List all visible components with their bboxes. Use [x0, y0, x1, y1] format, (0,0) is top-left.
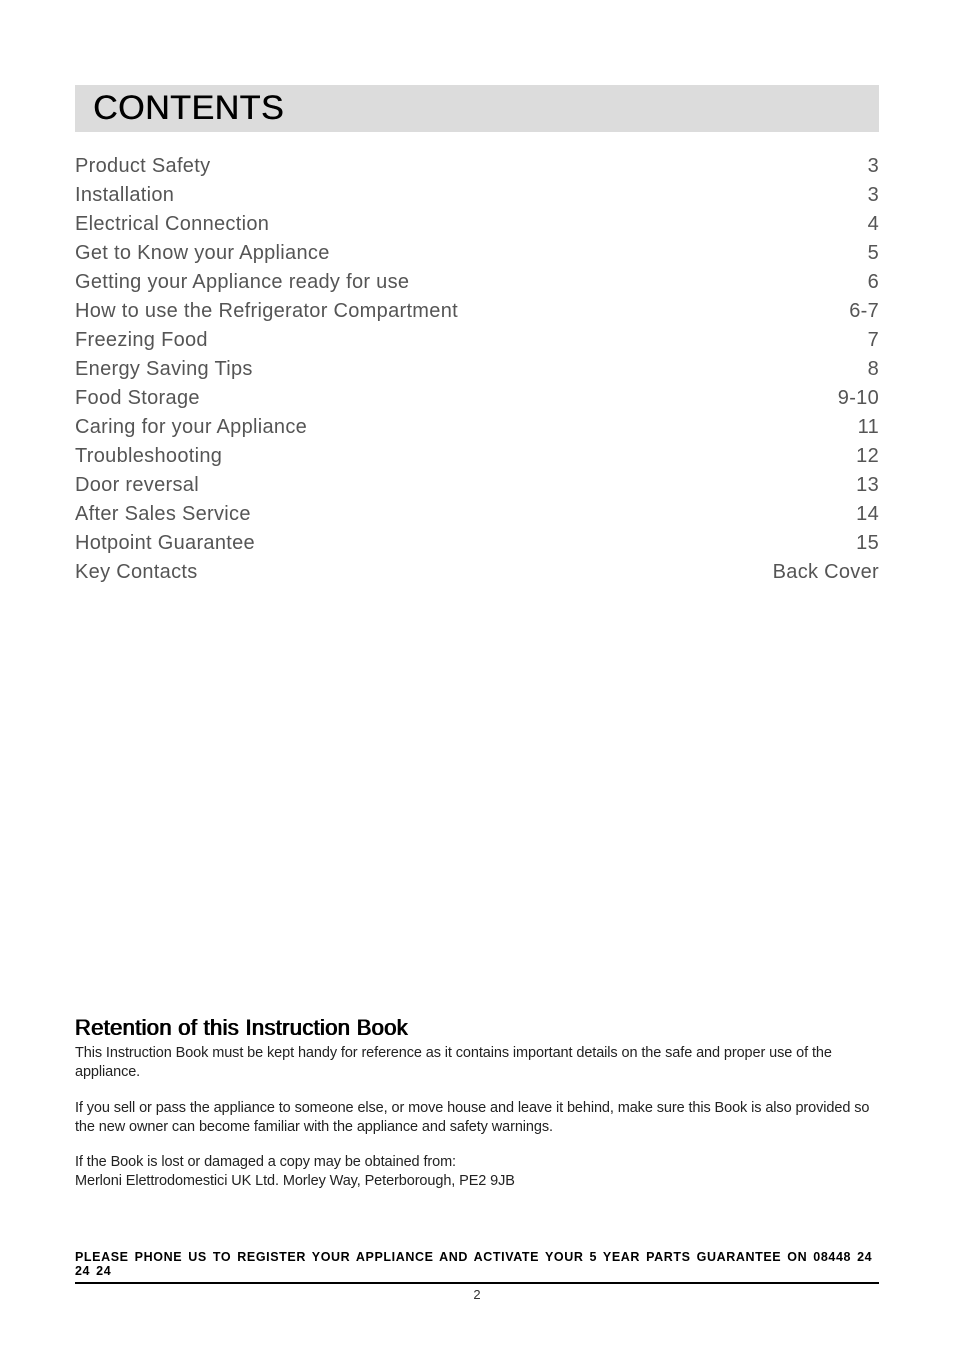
toc-label: Food Storage: [75, 384, 200, 413]
toc-row: Installation 3: [75, 181, 879, 210]
toc-row: After Sales Service 14: [75, 500, 879, 529]
toc-row: Hotpoint Guarantee 15: [75, 529, 879, 558]
toc-row: Freezing Food 7: [75, 326, 879, 355]
retention-section: Retention of this Instruction Book This …: [75, 1015, 879, 1208]
retention-paragraph: If you sell or pass the appliance to som…: [75, 1099, 879, 1137]
toc-page: 13: [856, 471, 879, 500]
toc-label: Troubleshooting: [75, 442, 222, 471]
toc-label: Energy Saving Tips: [75, 355, 253, 384]
toc-page: 7: [868, 326, 879, 355]
toc-row: Caring for your Appliance 11: [75, 413, 879, 442]
toc-page: 9-10: [838, 384, 879, 413]
toc-row: How to use the Refrigerator Compartment …: [75, 297, 879, 326]
toc-label: Door reversal: [75, 471, 199, 500]
toc-page: 3: [868, 181, 879, 210]
retention-paragraph: This Instruction Book must be kept handy…: [75, 1044, 879, 1082]
toc-label: Installation: [75, 181, 174, 210]
toc-page: 4: [868, 210, 879, 239]
toc-label: Freezing Food: [75, 326, 208, 355]
toc-row: Product Safety 3: [75, 152, 879, 181]
table-of-contents: Product Safety 3 Installation 3 Electric…: [75, 152, 879, 587]
toc-label: Caring for your Appliance: [75, 413, 307, 442]
toc-page: 3: [868, 152, 879, 181]
toc-label: Product Safety: [75, 152, 210, 181]
page-title: CONTENTS: [93, 89, 879, 128]
footer: PLEASE PHONE US TO REGISTER YOUR APPLIAN…: [75, 1250, 879, 1302]
toc-row: Key Contacts Back Cover: [75, 558, 879, 587]
toc-label: Getting your Appliance ready for use: [75, 268, 409, 297]
toc-label: After Sales Service: [75, 500, 251, 529]
toc-page: 14: [856, 500, 879, 529]
register-notice: PLEASE PHONE US TO REGISTER YOUR APPLIAN…: [75, 1250, 879, 1284]
toc-row: Door reversal 13: [75, 471, 879, 500]
retention-heading: Retention of this Instruction Book: [75, 1015, 879, 1041]
toc-page: 12: [856, 442, 879, 471]
toc-label: Key Contacts: [75, 558, 198, 587]
toc-label: Get to Know your Appliance: [75, 239, 330, 268]
toc-row: Electrical Connection 4: [75, 210, 879, 239]
toc-page: 5: [868, 239, 879, 268]
toc-row: Food Storage 9-10: [75, 384, 879, 413]
toc-row: Troubleshooting 12: [75, 442, 879, 471]
toc-label: Electrical Connection: [75, 210, 269, 239]
retention-paragraph: Merloni Elettrodomestici UK Ltd. Morley …: [75, 1172, 879, 1191]
toc-label: Hotpoint Guarantee: [75, 529, 255, 558]
toc-row: Energy Saving Tips 8: [75, 355, 879, 384]
toc-row: Getting your Appliance ready for use 6: [75, 268, 879, 297]
toc-page: 11: [858, 413, 879, 442]
toc-label: How to use the Refrigerator Compartment: [75, 297, 458, 326]
toc-row: Get to Know your Appliance 5: [75, 239, 879, 268]
toc-page: Back Cover: [773, 558, 879, 587]
toc-page: 6-7: [849, 297, 879, 326]
page-number: 2: [75, 1287, 879, 1302]
toc-page: 15: [856, 529, 879, 558]
title-bar: CONTENTS: [75, 85, 879, 132]
retention-paragraph: If the Book is lost or damaged a copy ma…: [75, 1153, 879, 1172]
toc-page: 8: [868, 355, 879, 384]
toc-page: 6: [868, 268, 879, 297]
